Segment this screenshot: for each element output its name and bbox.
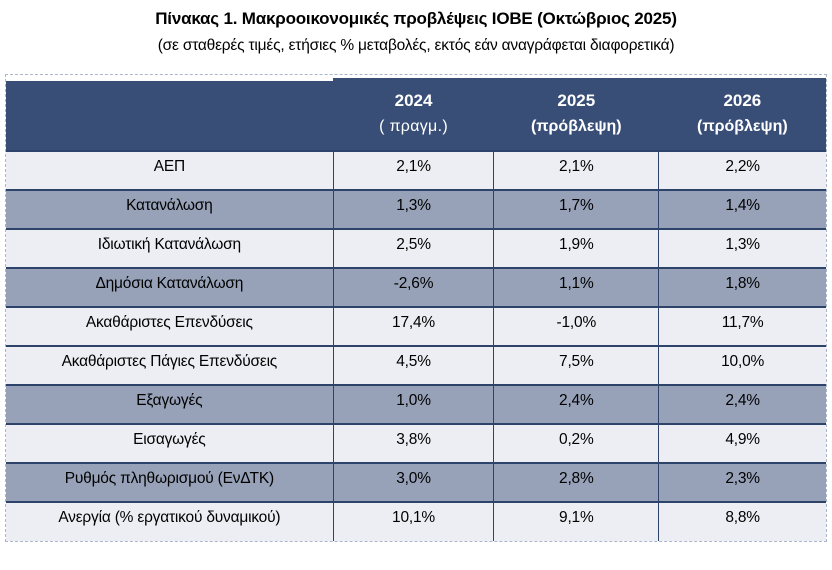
table-row: Δημόσια Κατανάλωση -2,6% 1,1% 1,8% <box>6 267 826 307</box>
value-cell: 4,5% <box>332 345 494 385</box>
header-row: 2024 ( πραγμ.) 2025 (πρόβλεψη) 2026 (πρό… <box>6 78 826 151</box>
table-row: Ρυθμός πληθωρισμού (ΕνΔΤΚ) 3,0% 2,8% 2,3% <box>6 462 826 502</box>
value-cell: 2,2% <box>658 150 826 190</box>
row-label: Ρυθμός πληθωρισμού (ΕνΔΤΚ) <box>6 462 334 502</box>
value-cell: -2,6% <box>332 267 494 307</box>
value-cell: 9,1% <box>493 501 659 541</box>
value-cell: 2,4% <box>658 384 826 424</box>
value-cell: 4,9% <box>658 423 826 463</box>
page: Πίνακας 1. Μακροοικονομικές προβλέψεις Ι… <box>0 8 832 570</box>
value-cell: 1,8% <box>658 267 826 307</box>
table-row: Εξαγωγές 1,0% 2,4% 2,4% <box>6 384 826 424</box>
table-row: Ακαθάριστες Πάγιες Επενδύσεις 4,5% 7,5% 10,… <box>6 345 826 385</box>
value-cell: 8,8% <box>658 501 826 541</box>
row-label: Εισαγωγές <box>6 423 334 463</box>
value-cell: 1,3% <box>658 228 826 268</box>
row-label: Ακαθάριστες Επενδύσεις <box>6 306 334 346</box>
value-cell: 2,3% <box>658 462 826 502</box>
forecast-table-wrapper: 2024 ( πραγμ.) 2025 (πρόβλεψη) 2026 (πρό… <box>5 74 827 542</box>
header-col-2025: 2025 (πρόβλεψη) <box>493 78 659 151</box>
value-cell: 1,7% <box>493 189 659 229</box>
value-cell: 1,0% <box>332 384 494 424</box>
value-cell: 3,8% <box>332 423 494 463</box>
header-qualifier-2026: (πρόβλεψη) <box>697 118 788 135</box>
value-cell: 0,2% <box>493 423 659 463</box>
value-cell: 2,5% <box>332 228 494 268</box>
table-row: Εισαγωγές 3,8% 0,2% 4,9% <box>6 423 826 463</box>
value-cell: 2,1% <box>493 150 659 190</box>
value-cell: 1,9% <box>493 228 659 268</box>
row-label: Δημόσια Κατανάλωση <box>6 267 334 307</box>
header-year-2024: 2024 <box>394 91 433 110</box>
value-cell: 10,0% <box>658 345 826 385</box>
value-cell: -1,0% <box>493 306 659 346</box>
table-row: Ακαθάριστες Επενδύσεις 17,4% -1,0% 11,7% <box>6 306 826 346</box>
row-label: Ανεργία (% εργατικού δυναμικού) <box>6 501 334 541</box>
header-year-2026: 2026 <box>723 91 762 110</box>
table-row: Ιδιωτική Κατανάλωση 2,5% 1,9% 1,3% <box>6 228 826 268</box>
row-label: Ακαθάριστες Πάγιες Επενδύσεις <box>6 345 334 385</box>
table-subtitle: (σε σταθερές τιμές, ετήσιες % μεταβολές,… <box>157 37 675 54</box>
header-year-2025: 2025 <box>557 91 596 110</box>
table-row: Κατανάλωση 1,3% 1,7% 1,4% <box>6 189 826 229</box>
value-cell: 2,1% <box>332 150 494 190</box>
value-cell: 7,5% <box>493 345 659 385</box>
value-cell: 1,1% <box>493 267 659 307</box>
table-row: Ανεργία (% εργατικού δυναμικού) 10,1% 9,1%… <box>6 501 826 541</box>
header-col-2026: 2026 (πρόβλεψη) <box>658 78 826 151</box>
value-cell: 10,1% <box>332 501 494 541</box>
header-qualifier-2025: (πρόβλεψη) <box>530 118 622 135</box>
row-label: ΑΕΠ <box>6 150 334 190</box>
value-cell: 3,0% <box>332 462 494 502</box>
value-cell: 17,4% <box>332 306 494 346</box>
value-cell: 1,3% <box>332 189 494 229</box>
header-qualifier-2024: ( πραγμ.) <box>379 118 448 135</box>
forecast-table: 2024 ( πραγμ.) 2025 (πρόβλεψη) 2026 (πρό… <box>6 75 826 541</box>
table-row: ΑΕΠ 2,1% 2,1% 2,2% <box>6 150 826 190</box>
table-body: ΑΕΠ 2,1% 2,1% 2,2% Κατανάλωση 1,3% 1,7% 1,4% Ιδι… <box>6 150 826 541</box>
header-empty-cell <box>6 78 334 151</box>
value-cell: 2,8% <box>493 462 659 502</box>
row-label: Ιδιωτική Κατανάλωση <box>6 228 334 268</box>
table-title: Πίνακας 1. Μακροοικονομικές προβλέψεις Ι… <box>155 9 677 28</box>
value-cell: 11,7% <box>658 306 826 346</box>
value-cell: 2,4% <box>493 384 659 424</box>
value-cell: 1,4% <box>658 189 826 229</box>
row-label: Εξαγωγές <box>6 384 334 424</box>
row-label: Κατανάλωση <box>6 189 334 229</box>
header-col-2024: 2024 ( πραγμ.) <box>333 78 494 151</box>
